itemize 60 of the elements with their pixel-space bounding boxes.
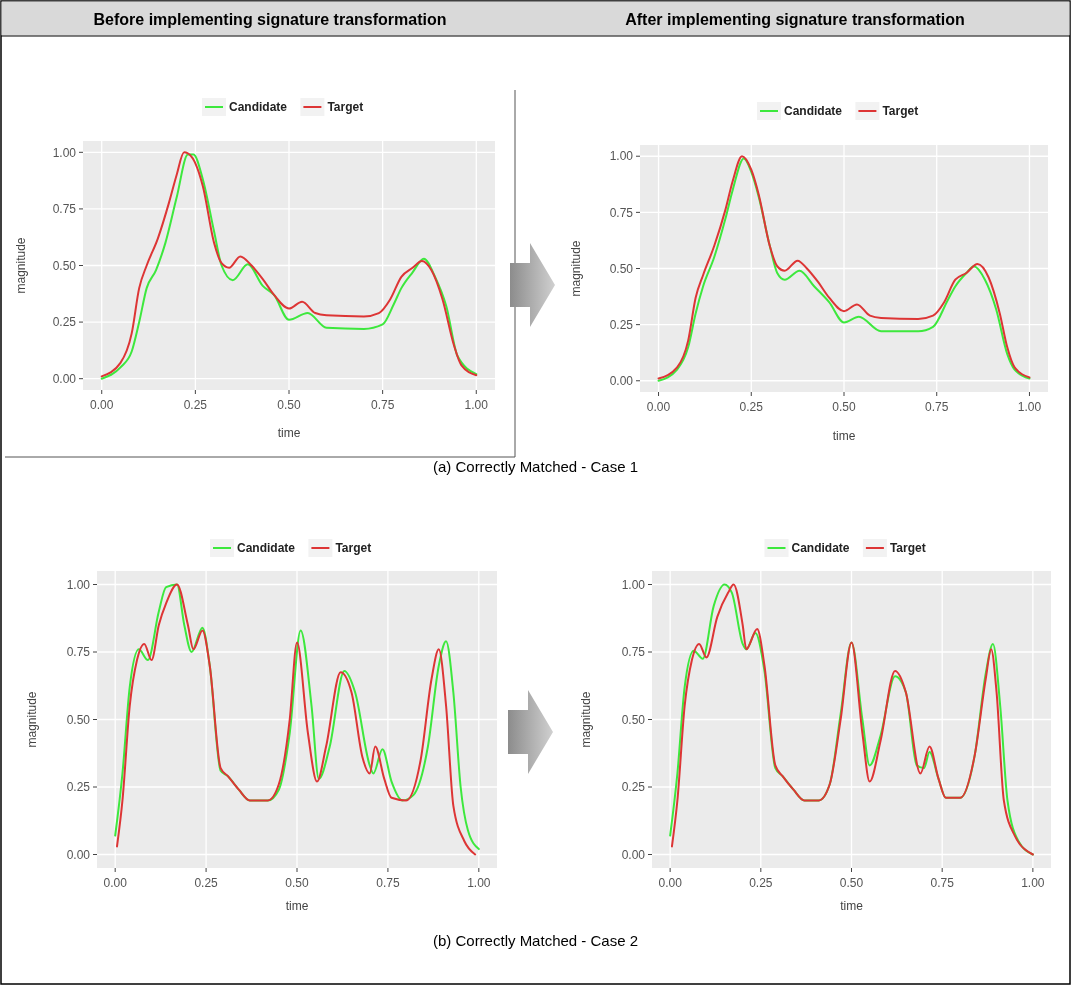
x-tick-label: 0.50 (285, 876, 309, 890)
x-tick-label: 0.25 (194, 876, 219, 890)
y-tick-label: 0.25 (52, 315, 77, 330)
y-axis-title: magnitude (25, 691, 39, 748)
y-tick-label: 1.00 (621, 577, 646, 592)
y-axis-title: magnitude (14, 237, 28, 294)
y-tick-label: 0.75 (52, 202, 77, 217)
x-tick-label: 0.25 (749, 876, 773, 890)
x-axis-title: time (277, 426, 301, 440)
y-tick-label: 0.00 (609, 373, 634, 388)
y-tick-label: 0.25 (609, 317, 634, 332)
x-tick-label: 0.50 (832, 400, 856, 414)
y-tick-label: 0.00 (52, 371, 77, 386)
legend-label: Target (882, 104, 919, 119)
x-tick-label: 1.00 (1017, 400, 1042, 414)
x-axis-title: time (840, 899, 864, 913)
x-tick-label: 0.75 (376, 876, 400, 890)
x-tick-label: 0.50 (277, 398, 301, 412)
x-tick-label: 0.00 (658, 876, 683, 890)
x-axis-title: time (285, 899, 309, 913)
x-tick-label: 1.00 (467, 876, 491, 890)
x-tick-label: 0.75 (925, 400, 949, 414)
legend-label: Candidate (237, 541, 296, 556)
y-tick-label: 0.50 (621, 712, 646, 727)
y-tick-label: 0.25 (66, 780, 91, 795)
x-tick-label: 0.00 (103, 876, 128, 890)
x-tick-label: 1.00 (464, 398, 489, 412)
y-tick-label: 0.00 (621, 847, 646, 862)
legend-label: Candidate (784, 104, 843, 119)
y-tick-label: 0.50 (52, 258, 77, 273)
text: (b) Correctly Matched - Case 2 (432, 932, 639, 949)
x-tick-label: 0.00 (90, 398, 114, 412)
y-tick-label: 0.50 (66, 712, 91, 727)
y-tick-label: 0.25 (621, 780, 646, 795)
y-axis-title: magnitude (569, 240, 583, 297)
x-tick-label: 0.25 (183, 398, 208, 412)
legend-label: Target (335, 541, 372, 556)
x-tick-label: 0.00 (646, 400, 671, 414)
y-axis-title: magnitude (579, 691, 593, 748)
x-tick-label: 0.75 (370, 398, 395, 412)
x-axis-title: time (832, 429, 856, 443)
y-tick-label: 0.50 (609, 261, 634, 276)
x-tick-label: 1.00 (1021, 876, 1045, 890)
x-tick-label: 0.75 (930, 876, 955, 890)
x-tick-label: 0.25 (739, 400, 764, 414)
y-tick-label: 0.75 (66, 645, 91, 660)
y-tick-label: 1.00 (52, 145, 77, 160)
text: (a) Correctly Matched - Case 1 (432, 458, 639, 475)
legend-label: Candidate (791, 541, 850, 556)
legend-label: Candidate (229, 100, 288, 115)
y-tick-label: 0.75 (609, 205, 634, 220)
y-tick-label: 0.00 (66, 847, 91, 862)
chart-title: Before implementing signature transformation (93, 11, 447, 28)
y-tick-label: 1.00 (609, 149, 634, 164)
y-tick-label: 1.00 (66, 577, 91, 592)
y-tick-label: 0.75 (621, 645, 646, 660)
legend-label: Target (327, 100, 364, 115)
chart-title: After implementing signature transformation (625, 11, 965, 28)
x-tick-label: 0.50 (839, 876, 864, 890)
legend-label: Target (889, 541, 926, 556)
